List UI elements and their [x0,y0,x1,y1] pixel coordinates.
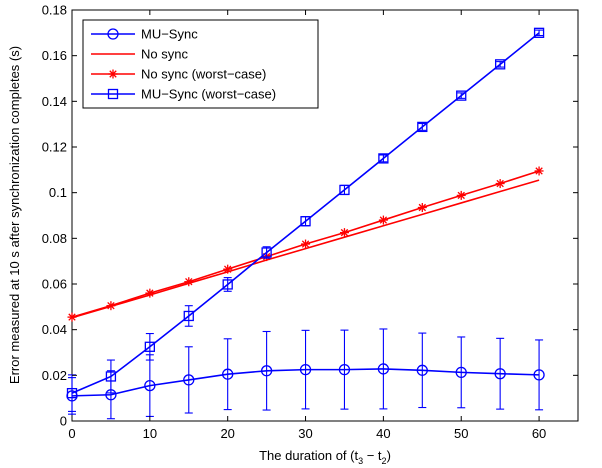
x-tick-label: 60 [532,426,546,441]
data-point [144,379,156,392]
x-tick-label: 20 [220,426,234,441]
data-point [495,59,506,70]
y-tick-label: 0.08 [42,231,67,246]
series-3 [66,27,545,412]
data-point [339,184,350,196]
data-point [260,365,273,377]
data-point [417,121,428,133]
y-tick-label: 0.06 [42,277,67,292]
data-point [338,363,351,376]
legend-label: MU−Sync [141,27,198,42]
data-point [183,374,195,386]
data-point [378,215,388,225]
data-point [223,264,233,274]
y-axis-label: Error measured at 10 s after synchroniza… [7,46,22,384]
y-tick-label: 0.02 [42,368,67,383]
data-point [533,27,545,38]
data-point [222,368,234,380]
data-point [183,310,194,322]
legend-label: MU−Sync (worst−case) [141,87,276,102]
x-tick-label: 10 [143,426,157,441]
data-point [494,368,506,380]
data-point [339,228,349,238]
data-point [67,312,77,322]
x-tick-label: 0 [68,426,75,441]
data-point [417,203,427,213]
y-tick-label: 0.1 [49,185,67,200]
data-point [456,90,467,101]
data-point [455,366,467,379]
data-point [456,190,466,200]
data-point [495,179,505,189]
legend-label: No sync (worst−case) [141,67,266,82]
series-2 [67,166,544,322]
x-tick-label: 50 [454,426,468,441]
data-point [144,341,155,352]
x-tick-label: 40 [376,426,390,441]
data-point [222,279,233,290]
legend: MU−Sync No sync No sync (worst−case) MU−Syn… [82,19,319,109]
data-point [534,166,544,176]
data-point [106,301,116,311]
data-point [66,387,78,399]
data-point [377,363,390,375]
data-point [184,277,194,287]
y-tick-label: 0.14 [42,94,67,109]
x-axis-label: The duration of (t3 − t2) [259,448,391,466]
legend-marker [107,88,119,100]
y-tick-label: 0.18 [42,3,67,18]
chart-marks [66,27,545,420]
legend-marker [107,28,119,40]
data-point [378,153,389,164]
axes: 0 10 20 30 40 50 60 0 0.02 0.04 0.06 0.08 0.1 0.12 0.1… [42,3,578,441]
data-point [105,371,117,382]
legend-marker [108,69,118,79]
data-point [145,288,155,298]
data-point [300,216,311,227]
y-tick-label: 0.16 [42,48,67,63]
x-tick-label: 30 [298,426,312,441]
y-tick-label: 0 [60,414,67,429]
data-point [533,369,545,381]
legend-label: No sync [141,47,188,62]
data-point [261,247,272,258]
data-point [416,364,428,376]
data-point [299,363,312,376]
y-tick-label: 0.04 [42,322,67,337]
series-line [71,32,540,394]
data-point [301,239,311,249]
y-tick-label: 0.12 [42,140,67,155]
series-line [71,368,540,397]
